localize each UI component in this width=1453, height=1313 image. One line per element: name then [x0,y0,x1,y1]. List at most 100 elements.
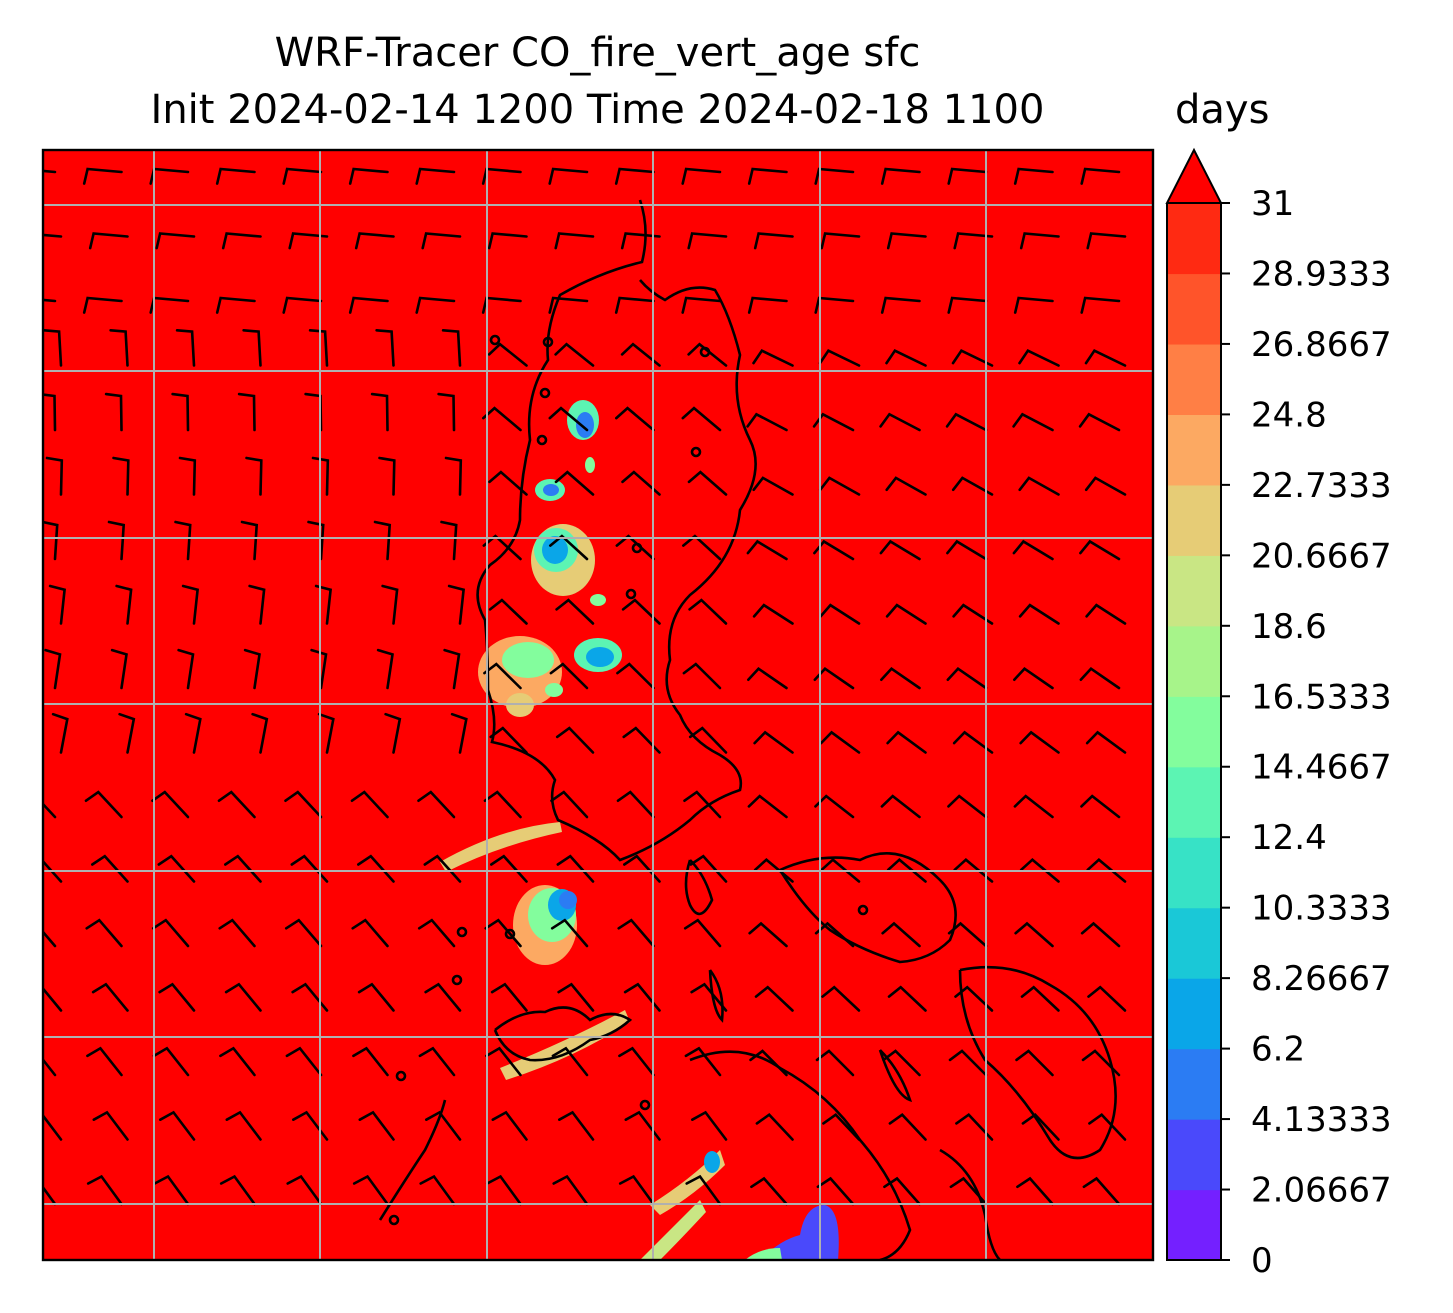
wind-barb [883,1176,921,1206]
wind-barb [886,232,927,250]
wind-barb [224,982,262,1012]
wind-barb [1019,232,1060,250]
wind-barb [1013,794,1054,819]
wind-barb [683,918,722,948]
colorbar-tick-label: 31 [1251,184,1294,224]
wind-barb [417,790,456,819]
wind-barb [1081,1049,1121,1077]
plume [585,457,595,473]
wind-barb [483,662,522,690]
wind-barb [1080,296,1121,314]
wind-barb [952,730,994,754]
wind-barb [555,726,595,754]
wind-barb [88,232,129,250]
wind-barb [879,539,921,561]
plume [745,1248,782,1260]
islet [857,904,869,916]
wind-barb [1087,985,1127,1012]
plume [542,536,568,564]
wind-barb [104,392,123,432]
wind-barb [947,794,988,819]
wind-barb [43,329,63,367]
wind-barb [351,918,389,948]
wind-barb [747,794,788,819]
coastline-visayas [778,852,957,964]
wind-barb [753,730,794,754]
wind-barb [752,603,794,625]
wind-barb [623,854,661,883]
islet [456,926,468,938]
wind-barb [1086,232,1127,250]
wind-barb [1013,296,1054,314]
wind-barb [1012,412,1054,432]
colorbar-tick-label: 2.06667 [1251,1171,1392,1211]
wind-barb [1086,857,1127,883]
wind-barb [618,1046,655,1077]
wind-barb [752,349,794,367]
wind-barb [282,167,323,185]
wind-barb [1014,921,1054,948]
wind-barb [85,918,123,948]
wind-barb [370,392,389,432]
wind-barb [82,296,123,314]
wind-barb [488,598,528,625]
plume [590,594,606,606]
wind-barb [747,296,788,314]
islet [451,974,463,986]
plume [559,891,577,909]
wind-barb [423,854,462,883]
wind-barb [880,296,921,314]
wind-barb [415,167,456,185]
wind-barb [43,859,63,883]
wind-barb [819,730,861,754]
wind-barb [549,534,589,561]
wind-barb [284,918,323,948]
coastline-island [939,1148,1001,1260]
wind-barb [1019,857,1060,883]
wind-barb [44,648,62,690]
wind-barb [548,167,589,185]
wind-barb [690,982,728,1012]
wind-barb [1018,476,1060,496]
wind-barb [86,1174,123,1206]
wind-barb [1085,603,1127,625]
wind-barb [43,1185,57,1206]
wind-barb [551,1046,589,1077]
gridlines [43,150,1153,1260]
wind-barb [746,412,788,432]
wind-barb [107,520,126,561]
wind-barb [888,1112,927,1141]
plume-streak [500,1010,630,1080]
wind-barb [1013,167,1054,185]
wind-barb [949,1176,988,1206]
wind-barb [754,985,794,1012]
islet [639,1099,651,1111]
wind-barb [953,857,994,883]
colorbar-segment [1167,837,1221,909]
wind-barb [947,296,988,314]
wind-barb [1084,349,1127,367]
wind-barb [554,470,595,496]
wind-barb [819,603,861,625]
plume [704,1151,720,1173]
wind-barb [82,167,123,185]
wind-barb [1082,1176,1121,1206]
wind-barb [548,296,589,314]
wind-barb [885,476,927,496]
wind-barb [357,854,395,883]
wind-barb [491,1110,528,1141]
wind-barb [350,790,389,819]
wind-barb [43,930,57,948]
wind-barb [373,520,392,561]
wind-barb [753,232,794,250]
wind-barb [317,712,335,754]
wind-barb [424,982,462,1012]
wind-barb [822,1112,861,1141]
wind-barb [946,539,988,561]
wind-barb [886,730,927,754]
wind-barb [1085,730,1127,754]
wind-barb [947,167,988,185]
wind-barb [682,534,722,561]
wind-barb [91,854,129,883]
wind-barb [155,232,196,250]
